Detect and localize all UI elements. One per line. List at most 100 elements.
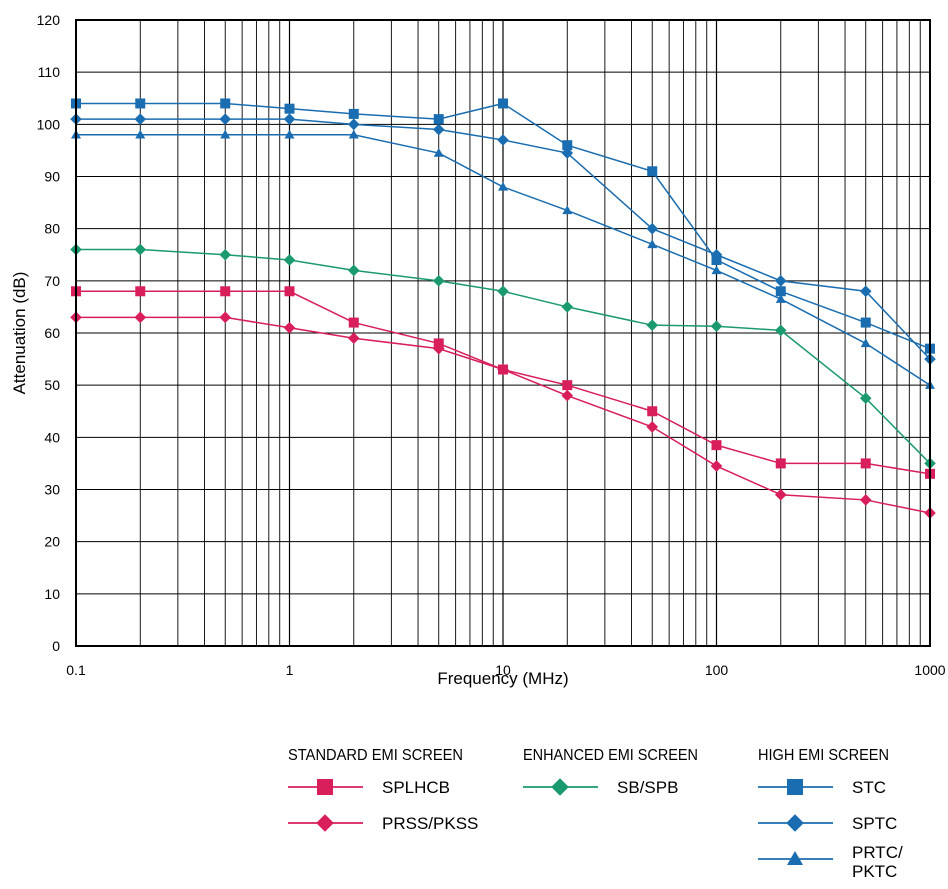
data-point-sptc xyxy=(561,147,574,159)
data-point-prss-pkss xyxy=(347,332,360,345)
legend-label: PRTC/PKTC xyxy=(852,843,903,881)
data-point-prtc-pktc xyxy=(775,294,786,303)
data-point-stc xyxy=(860,317,871,328)
y-tick-label: 0 xyxy=(52,638,60,654)
data-point-prtc-pktc xyxy=(433,148,444,157)
data-point-stc xyxy=(562,140,573,151)
data-point-sb-spb xyxy=(432,275,445,287)
grid xyxy=(75,19,931,647)
x-tick-label: 1 xyxy=(286,662,294,678)
plot-frame xyxy=(75,19,931,647)
data-point-splhcb xyxy=(775,458,786,469)
legend-item-prss-pkss: PRSS/PKSS xyxy=(288,814,478,833)
data-point-prss-pkss xyxy=(646,421,659,433)
x-tick-label: 0.1 xyxy=(66,662,86,678)
data-point-stc xyxy=(775,286,786,297)
data-point-prtc-pktc xyxy=(284,129,295,139)
y-tick-label: 120 xyxy=(37,12,61,28)
series-sptc xyxy=(70,113,936,365)
data-point-sptc xyxy=(710,248,723,261)
data-point-prss-pkss xyxy=(432,342,445,355)
data-point-splhcb xyxy=(284,286,295,297)
legend-marker xyxy=(786,814,804,832)
data-point-prtc-pktc xyxy=(498,181,508,191)
y-tick-label: 110 xyxy=(38,64,61,80)
data-point-splhcb xyxy=(220,286,231,297)
y-tick-label: 70 xyxy=(44,273,60,289)
legend-item-sb-spb: SB/SPB xyxy=(523,778,678,797)
data-point-sb-spb xyxy=(646,319,659,331)
data-point-sb-spb xyxy=(134,243,147,256)
y-tick-label: 40 xyxy=(44,429,60,445)
data-point-prtc-pktc xyxy=(348,129,359,139)
data-point-sptc xyxy=(283,113,296,125)
data-point-stc xyxy=(498,98,508,109)
legend-marker xyxy=(316,814,334,832)
legend-label: SPTC xyxy=(852,814,897,833)
legend-label: PRSS/PKSS xyxy=(382,814,478,833)
data-point-stc xyxy=(433,114,444,125)
legend-label: SPLHCB xyxy=(382,778,450,797)
data-point-stc xyxy=(220,98,231,109)
data-point-stc xyxy=(135,98,146,109)
data-point-prss-pkss xyxy=(561,389,574,402)
data-point-prtc-pktc xyxy=(135,129,146,139)
data-point-sb-spb xyxy=(219,248,232,261)
data-point-splhcb xyxy=(348,317,359,328)
data-point-sptc xyxy=(774,275,787,287)
legend-group: STANDARD EMI SCREEN SPLHCB PRSS/PKSS xyxy=(288,747,478,833)
legend-group-title: ENHANCED EMI SCREEN xyxy=(523,747,698,764)
y-tick-label: 90 xyxy=(44,169,60,185)
data-point-sb-spb xyxy=(497,285,509,298)
y-tick-label: 80 xyxy=(44,221,60,237)
legend-label: SB/SPB xyxy=(617,778,678,797)
data-point-sb-spb xyxy=(283,254,296,266)
data-point-sptc xyxy=(497,134,509,146)
data-point-sptc xyxy=(859,285,872,298)
legend-marker xyxy=(787,851,803,865)
y-tick-label: 10 xyxy=(44,586,60,602)
y-tick-label: 100 xyxy=(37,116,61,132)
y-axis-title: Attenuation (dB) xyxy=(10,272,29,395)
data-point-sptc xyxy=(134,113,147,125)
data-point-splhcb xyxy=(647,406,658,417)
series-prss-pkss xyxy=(70,311,936,519)
data-point-splhcb xyxy=(860,458,871,469)
legend-marker xyxy=(551,778,569,796)
data-point-sptc xyxy=(432,123,445,136)
data-point-prss-pkss xyxy=(219,311,232,324)
legend-group-title: HIGH EMI SCREEN xyxy=(758,747,889,764)
data-point-prtc-pktc xyxy=(220,129,231,139)
data-point-sptc xyxy=(219,113,232,125)
x-tick-label: 100 xyxy=(705,662,729,678)
legend-group: ENHANCED EMI SCREEN SB/SPB xyxy=(523,747,698,797)
legend-marker xyxy=(787,779,803,795)
data-point-prtc-pktc xyxy=(711,265,722,275)
data-point-prtc-pktc xyxy=(647,239,658,249)
data-point-sptc xyxy=(347,118,360,131)
data-point-sb-spb xyxy=(859,392,872,405)
data-point-prss-pkss xyxy=(283,321,296,334)
data-point-splhcb xyxy=(135,286,146,297)
data-point-sb-spb xyxy=(347,264,360,277)
data-point-stc xyxy=(647,166,658,177)
legend-item-splhcb: SPLHCB xyxy=(288,778,450,797)
data-point-sb-spb xyxy=(561,301,574,313)
data-point-splhcb xyxy=(711,440,722,451)
tick-labels: 0.1 1 10 100 1000010203040506070809010011012… xyxy=(37,12,946,678)
data-point-prss-pkss xyxy=(497,363,509,376)
data-point-splhcb xyxy=(562,380,573,391)
legend: STANDARD EMI SCREEN SPLHCB PRSS/PKSS ENHANC… xyxy=(288,747,903,881)
data-point-sptc xyxy=(646,222,659,235)
legend-label-line: PRTC/ xyxy=(852,843,903,862)
series-sb-spb xyxy=(70,243,936,470)
x-tick-label: 1000 xyxy=(914,662,945,678)
series-layer xyxy=(70,98,936,519)
data-point-prss-pkss xyxy=(774,488,787,501)
legend-item-sptc: SPTC xyxy=(758,814,897,833)
data-point-sb-spb xyxy=(774,324,787,337)
y-tick-label: 20 xyxy=(44,534,60,550)
data-point-prtc-pktc xyxy=(860,338,871,348)
legend-marker xyxy=(317,779,333,795)
